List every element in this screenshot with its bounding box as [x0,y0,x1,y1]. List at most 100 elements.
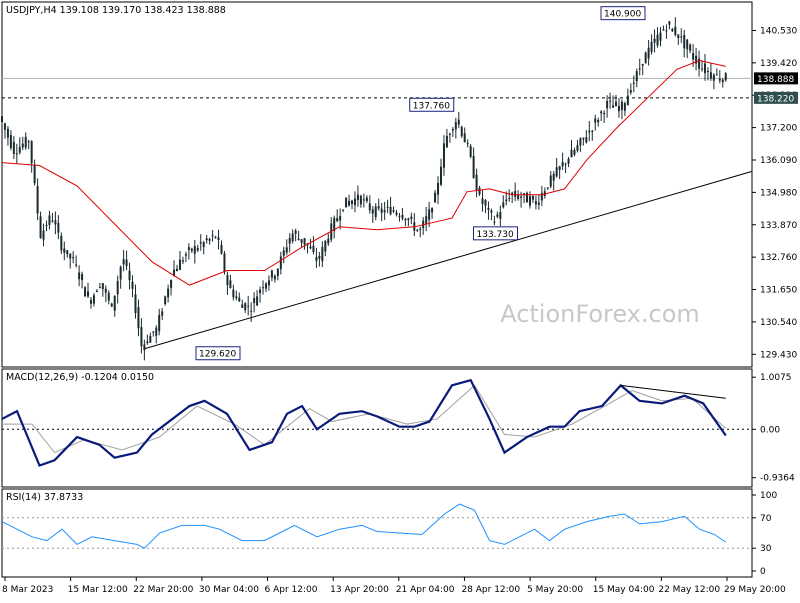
candle-body [101,283,104,290]
candle-body [481,198,484,204]
candle-body [706,70,709,72]
candle-body [187,247,190,250]
candle-body [3,123,6,130]
candle-body [324,240,327,252]
candle-body [184,254,187,256]
x-tick-label: 13 Apr 20:00 [330,585,389,595]
candle-body [30,141,33,164]
candle-body [57,222,60,233]
candle-body [626,95,629,106]
candle-body [416,229,419,231]
candle-body [75,264,78,266]
candle-body [202,242,205,248]
candle-body [644,52,647,64]
candle-body [588,130,591,133]
candle-body [104,288,107,293]
candle-body [1,116,3,123]
candle-body [176,268,179,272]
candle-body [327,238,330,244]
candle-body [264,283,267,289]
candle-body [143,344,146,351]
y-tick-label: 134.980 [760,188,797,198]
y-tick-label: 137.200 [760,124,797,134]
candle-body [116,281,119,295]
candle-body [499,212,502,219]
candle-body [89,299,92,304]
candle-body [442,143,445,168]
candle-body [18,147,21,153]
candle-body [677,34,680,39]
candle-body [564,163,567,165]
macd-y-tick-label: -0.9364 [760,474,795,484]
candle-body [241,304,244,308]
price-annotation-box [409,97,455,112]
candle-body [119,266,122,280]
candle-body [579,138,582,146]
candle-body [78,272,81,280]
candle-body [250,310,253,312]
macd-y-tick-label: 1.0075 [760,373,792,383]
candle-body [647,47,650,59]
candle-body [517,194,520,199]
candle-body [196,248,199,251]
candle-body [703,63,706,74]
candle-body [576,145,579,151]
candle-body [612,105,615,108]
y-tick-label: 131.650 [760,286,797,296]
candle-body [383,210,386,213]
candle-body [226,275,229,286]
candle-body [451,129,454,131]
candle-body [51,220,54,222]
candle-body [537,202,540,205]
candle-body [356,194,359,201]
candle-body [662,29,665,31]
candle-body [84,287,87,297]
candle-body [632,82,635,84]
candle-body [445,135,448,148]
level-price-box [754,91,798,104]
candle-body [603,112,606,115]
candle-body [448,133,451,135]
candle-body [33,164,36,184]
candle-body [437,182,440,195]
candle-body [60,235,63,251]
candle-body [223,253,226,273]
candle-body [428,209,431,220]
candle-body [134,294,137,313]
candle-body [555,167,558,177]
candle-body [511,192,514,195]
candle-body [214,236,217,238]
candle-body [653,38,656,43]
candle-body [528,196,531,206]
candle-body [386,206,389,208]
candle-body [353,198,356,206]
x-tick-label: 30 Mar 04:00 [199,585,259,595]
candle-body [594,118,597,123]
candle-body [689,44,692,51]
pane-frame-2 [1,488,753,578]
candle-body [229,280,232,289]
candle-body [262,287,265,289]
x-tick-label: 6 Apr 12:00 [265,585,318,595]
candle-body [336,217,339,222]
candle-body [342,209,345,211]
trendline [144,170,753,350]
x-tick-label: 22 May 12:00 [658,585,720,595]
candle-body [671,29,674,32]
candle-body [92,295,95,304]
candle-body [650,41,653,52]
x-tick-label: 29 May 20:00 [724,585,786,595]
macd-divergence-line [620,384,726,399]
candle-body [380,208,383,213]
candle-body [712,74,715,81]
candle-body [122,259,125,265]
candle-body [641,64,644,66]
candle-body [434,192,437,203]
price-annotation-label: 137.760 [413,101,450,111]
candle-body [591,130,594,132]
rsi-header: RSI(14) 37.8733 [6,492,83,503]
candle-body [303,238,306,245]
candle-body [9,135,12,148]
candle-body [718,78,721,81]
candle-body [232,289,235,298]
